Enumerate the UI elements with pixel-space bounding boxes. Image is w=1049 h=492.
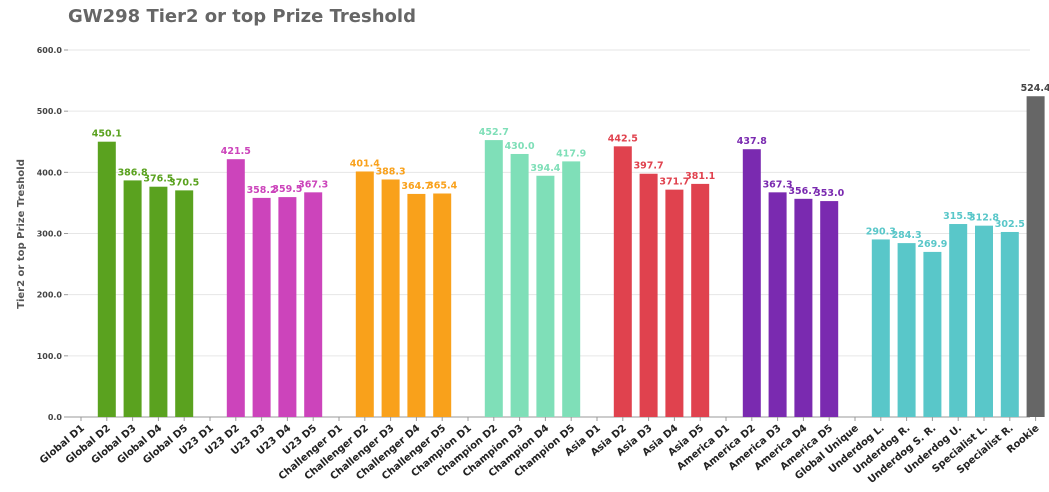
bar[interactable] [613, 146, 632, 417]
bar[interactable] [949, 224, 968, 417]
data-label: 452.7 [479, 127, 509, 138]
bar[interactable] [355, 171, 374, 417]
bar[interactable] [484, 140, 503, 417]
data-label: 397.7 [634, 161, 664, 172]
bar[interactable] [407, 193, 426, 417]
bar[interactable] [1026, 96, 1045, 417]
bar[interactable] [897, 243, 916, 417]
bar[interactable] [123, 180, 142, 417]
data-label: 312.8 [969, 213, 999, 224]
bar[interactable] [794, 198, 813, 417]
y-tick-label: 200.0 [37, 291, 63, 300]
bar[interactable] [768, 192, 787, 417]
bar[interactable] [252, 197, 271, 417]
data-label: 421.5 [221, 146, 251, 157]
data-label: 353.0 [814, 188, 844, 199]
y-axis-label: Tier2 or top Prize Treshold [16, 159, 27, 309]
bar[interactable] [923, 251, 942, 417]
data-label: 359.5 [272, 184, 302, 195]
data-label: 269.9 [917, 239, 947, 250]
data-label: 358.2 [247, 185, 277, 196]
y-tick-label: 0.0 [48, 413, 63, 422]
bar[interactable] [665, 189, 684, 417]
bar[interactable] [97, 141, 116, 417]
bar[interactable] [278, 197, 297, 417]
bar[interactable] [742, 149, 761, 417]
data-label: 356.7 [788, 186, 818, 197]
data-label: 417.9 [556, 148, 586, 159]
data-label: 302.5 [995, 219, 1025, 230]
data-label: 364.7 [401, 181, 431, 192]
data-label: 437.8 [737, 136, 767, 147]
bar[interactable] [820, 201, 839, 417]
bar[interactable] [871, 239, 890, 417]
data-label: 388.3 [376, 166, 406, 177]
bar[interactable] [175, 190, 194, 417]
bar[interactable] [562, 161, 581, 417]
bar[interactable] [1000, 231, 1019, 417]
bar[interactable] [304, 192, 323, 417]
y-tick-label: 400.0 [37, 168, 63, 177]
data-label: 315.5 [943, 211, 973, 222]
y-tick-label: 300.0 [37, 230, 63, 239]
data-label: 381.1 [685, 171, 715, 182]
y-axis: 0.0 100.0 200.0 300.0 400.0 500.0 600.0 [37, 46, 68, 422]
data-label: 284.3 [892, 230, 922, 241]
bars: 450.1386.8376.5370.5421.5358.2359.5367.3… [92, 83, 1049, 417]
data-label: 367.3 [298, 179, 328, 190]
data-label: 386.8 [118, 167, 148, 178]
data-label: 290.3 [866, 226, 896, 237]
data-label: 401.4 [350, 158, 380, 169]
data-label: 442.5 [608, 133, 638, 144]
data-label: 370.5 [169, 177, 199, 188]
chart-title: GW298 Tier2 or top Prize Treshold [68, 6, 416, 27]
bar[interactable] [975, 225, 993, 417]
bar[interactable] [226, 159, 245, 417]
bar[interactable] [433, 193, 452, 417]
data-label: 524.4 [1021, 83, 1049, 94]
data-label: 365.4 [427, 180, 457, 191]
bar[interactable] [691, 183, 710, 417]
y-tick-label: 500.0 [37, 107, 63, 116]
bar[interactable] [639, 173, 658, 417]
data-label: 394.4 [530, 163, 560, 174]
y-tick-label: 100.0 [37, 352, 63, 361]
data-label: 371.7 [659, 177, 689, 188]
data-label: 450.1 [92, 129, 122, 140]
bar[interactable] [381, 179, 400, 417]
bar[interactable] [510, 153, 529, 417]
bar[interactable] [149, 186, 168, 417]
data-label: 367.3 [763, 179, 793, 190]
y-tick-label: 600.0 [37, 46, 63, 55]
data-label: 430.0 [505, 141, 535, 152]
bar[interactable] [536, 175, 555, 417]
data-label: 376.5 [143, 174, 173, 185]
